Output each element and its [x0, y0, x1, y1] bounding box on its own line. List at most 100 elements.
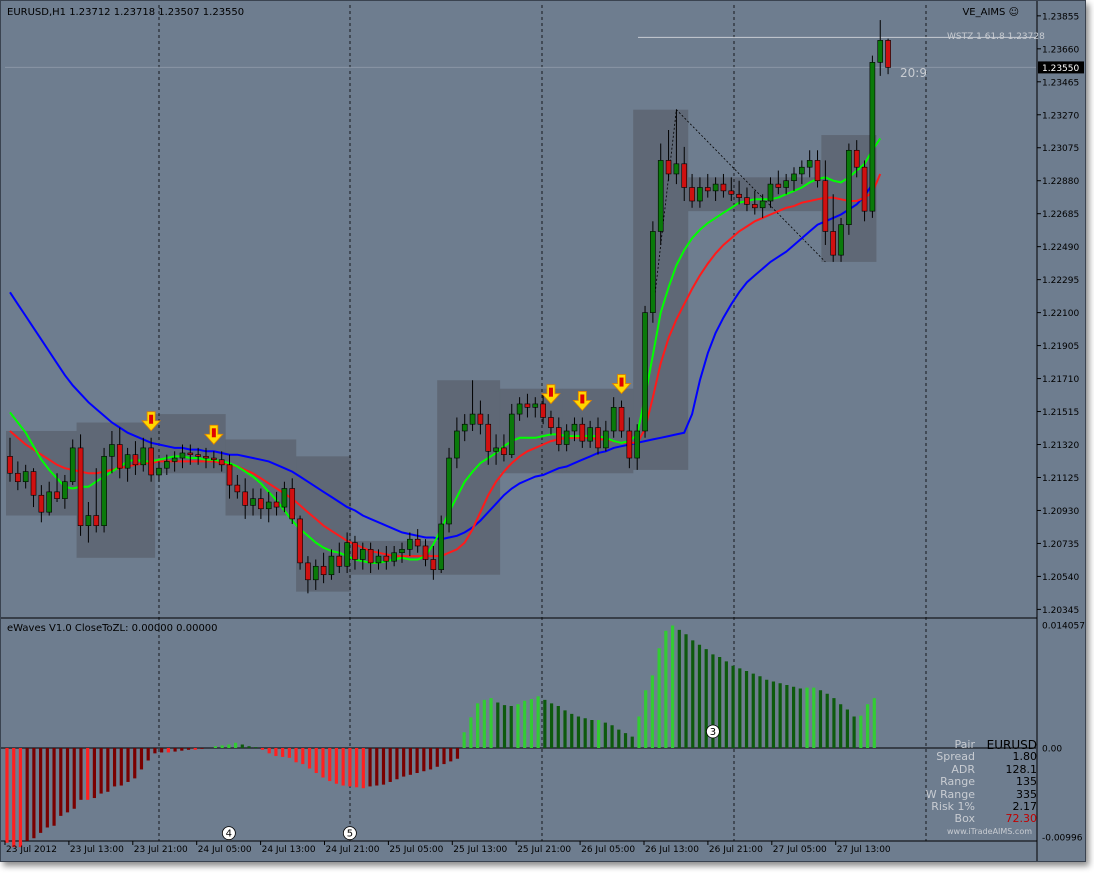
info-row: ADR 128.1 [901, 762, 1038, 776]
candle [7, 437, 13, 482]
price-axis: 1.23855 1.23660 1.23465 1.23270 1.23075 1.228… [1, 1, 1084, 861]
time-tick-label: 25 Jul 05:00 [389, 845, 443, 855]
price-tick-label: 1.23465 [1042, 78, 1079, 88]
candle-body [524, 403, 531, 408]
candle [54, 473, 60, 503]
candle-body [477, 413, 484, 425]
candle-body [297, 518, 303, 564]
time-tick-label: 24 Jul 05:00 [198, 845, 252, 855]
candle [595, 417, 601, 455]
candle-body [712, 183, 719, 192]
candle-body [15, 472, 21, 483]
info-row: Pair EURUSD [901, 738, 1037, 751]
candle [728, 177, 735, 202]
wave-count-label: 3 [706, 724, 720, 739]
candle-body [767, 183, 774, 202]
candle-body [93, 515, 100, 526]
candle-body [673, 163, 680, 175]
ma-green-line [9, 137, 882, 564]
candle-body [493, 447, 499, 452]
candle [469, 380, 476, 431]
candle-body [571, 423, 578, 432]
candle-body [822, 180, 829, 232]
candle [532, 397, 539, 418]
candle [830, 194, 837, 262]
candle-body [367, 549, 374, 564]
candle-body [312, 565, 319, 581]
candle [320, 552, 327, 584]
candle [281, 481, 288, 513]
candle [657, 143, 664, 245]
candle [822, 160, 829, 245]
info-value: 128.1 [1005, 762, 1038, 776]
wave-count-text: 5 [347, 829, 353, 840]
candle [548, 410, 554, 435]
candle [642, 305, 648, 438]
candle-body [69, 447, 76, 483]
price-tick-label: 1.22685 [1042, 210, 1079, 220]
candle [69, 439, 76, 486]
candle [187, 444, 194, 465]
candle [524, 393, 531, 418]
candle [689, 173, 695, 208]
candle [634, 424, 641, 470]
chart-canvas[interactable]: 1.23855 1.23660 1.23465 1.23270 1.23075 1.228… [1, 1, 1085, 861]
candle [171, 451, 178, 472]
candle [712, 177, 719, 202]
candle-body [422, 545, 429, 560]
candle [751, 190, 758, 215]
candle-body [548, 417, 554, 428]
candle [391, 545, 397, 567]
candle [132, 441, 139, 475]
info-row: Box 72.30 [901, 812, 1037, 825]
info-value: 1.80 [1012, 750, 1038, 764]
candle [359, 542, 366, 570]
candle [853, 140, 860, 178]
candle [77, 434, 84, 536]
candle [806, 150, 813, 178]
candle [297, 515, 303, 570]
time-tick-label: 23 Jul 2012 [6, 845, 57, 855]
candle [861, 160, 868, 222]
info-panel: Pair EURUSD Spread 1.80 ADR 128.1 Range 135 W Ra… [901, 738, 1038, 826]
info-key: Risk 1% [931, 799, 975, 813]
candle-body [501, 447, 507, 455]
candle-body [101, 456, 107, 526]
candle-body [689, 187, 695, 202]
candle-body [454, 430, 460, 459]
candle-body [555, 427, 562, 445]
candle-body [751, 204, 758, 209]
candle [273, 491, 280, 516]
candle-body [195, 454, 201, 457]
candle [485, 414, 492, 465]
candle-body [171, 457, 178, 462]
candle [438, 515, 445, 574]
candle [618, 400, 625, 438]
current-price-label: 1.23550 [1042, 64, 1079, 74]
info-key: Spread [936, 750, 975, 764]
candle [30, 468, 37, 508]
candle-body [305, 562, 311, 581]
candle [265, 491, 272, 523]
info-value: 135 [1016, 775, 1037, 789]
candle-body [22, 471, 29, 483]
candle-body [838, 224, 844, 256]
current-price-marker [1038, 61, 1084, 74]
candle-body [211, 457, 217, 461]
arrow-core [548, 387, 553, 397]
candle [869, 55, 876, 218]
candle-body [109, 444, 115, 457]
price-tick-label: 1.23075 [1042, 144, 1079, 154]
candle [375, 549, 382, 570]
candle-body [352, 542, 358, 560]
candle [367, 542, 374, 574]
candle [571, 417, 578, 442]
candle [38, 485, 45, 523]
candle-body [164, 461, 170, 469]
candle-body [187, 452, 194, 455]
candle-body [226, 464, 233, 486]
candle-body [344, 542, 350, 567]
price-tick-label: 1.21515 [1042, 408, 1079, 418]
candle [516, 397, 523, 421]
candle-body [791, 173, 797, 182]
